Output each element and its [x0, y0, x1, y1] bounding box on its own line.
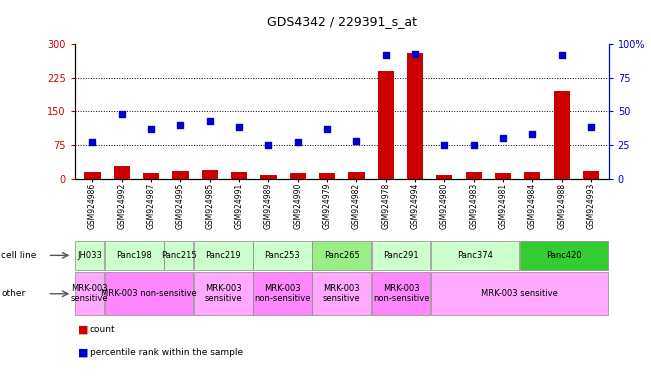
- Text: MRK-003
sensitive: MRK-003 sensitive: [204, 285, 242, 303]
- Bar: [260, 175, 277, 179]
- Bar: [114, 166, 130, 179]
- Bar: [143, 173, 159, 179]
- Bar: [253, 272, 312, 315]
- Bar: [407, 53, 423, 179]
- Bar: [431, 241, 519, 270]
- Bar: [75, 241, 104, 270]
- Text: MRK-003 sensitive: MRK-003 sensitive: [481, 289, 558, 298]
- Text: MRK-003
sensitive: MRK-003 sensitive: [71, 285, 109, 303]
- Bar: [85, 172, 100, 179]
- Text: Panc291: Panc291: [383, 251, 419, 260]
- Bar: [348, 172, 365, 179]
- Text: Panc219: Panc219: [205, 251, 241, 260]
- Text: Panc198: Panc198: [117, 251, 152, 260]
- Text: Panc374: Panc374: [457, 251, 493, 260]
- Text: Panc420: Panc420: [546, 251, 582, 260]
- Text: Panc265: Panc265: [324, 251, 359, 260]
- Text: MRK-003
sensitive: MRK-003 sensitive: [323, 285, 361, 303]
- Bar: [378, 71, 394, 179]
- Point: [586, 124, 596, 131]
- Text: JH033: JH033: [77, 251, 102, 260]
- Bar: [194, 241, 253, 270]
- Text: GDS4342 / 229391_s_at: GDS4342 / 229391_s_at: [267, 15, 417, 28]
- Text: ■: ■: [78, 348, 89, 358]
- Point: [469, 142, 479, 148]
- Bar: [312, 241, 371, 270]
- Bar: [164, 241, 193, 270]
- Bar: [194, 272, 253, 315]
- Text: Panc215: Panc215: [161, 251, 197, 260]
- Bar: [290, 173, 306, 179]
- Point: [263, 142, 273, 148]
- Bar: [436, 175, 452, 179]
- Bar: [431, 272, 609, 315]
- Point: [527, 131, 538, 137]
- Bar: [524, 172, 540, 179]
- Bar: [319, 173, 335, 179]
- Point: [498, 135, 508, 141]
- Bar: [372, 272, 430, 315]
- Point: [234, 124, 244, 131]
- Point: [117, 111, 127, 117]
- Bar: [520, 241, 609, 270]
- Bar: [495, 173, 511, 179]
- Text: count: count: [90, 325, 115, 334]
- Bar: [554, 91, 570, 179]
- Bar: [105, 241, 163, 270]
- Point: [175, 122, 186, 128]
- Point: [410, 50, 421, 56]
- Bar: [465, 172, 482, 179]
- Bar: [583, 171, 599, 179]
- Bar: [105, 272, 193, 315]
- Point: [87, 139, 98, 146]
- Bar: [173, 171, 189, 179]
- Text: ■: ■: [78, 324, 89, 334]
- Bar: [202, 170, 218, 179]
- Bar: [372, 241, 430, 270]
- Text: cell line: cell line: [1, 251, 36, 260]
- Text: Panc253: Panc253: [264, 251, 300, 260]
- Text: MRK-003 non-sensitive: MRK-003 non-sensitive: [101, 289, 197, 298]
- Point: [292, 139, 303, 146]
- Bar: [312, 272, 371, 315]
- Point: [322, 126, 332, 132]
- Text: percentile rank within the sample: percentile rank within the sample: [90, 348, 243, 357]
- Point: [204, 118, 215, 124]
- Text: MRK-003
non-sensitive: MRK-003 non-sensitive: [373, 285, 430, 303]
- Text: MRK-003
non-sensitive: MRK-003 non-sensitive: [254, 285, 311, 303]
- Point: [146, 126, 156, 132]
- Bar: [75, 272, 104, 315]
- Bar: [253, 241, 312, 270]
- Point: [352, 138, 362, 144]
- Text: other: other: [1, 289, 25, 298]
- Point: [557, 52, 567, 58]
- Point: [439, 142, 450, 148]
- Point: [381, 52, 391, 58]
- Bar: [231, 172, 247, 179]
